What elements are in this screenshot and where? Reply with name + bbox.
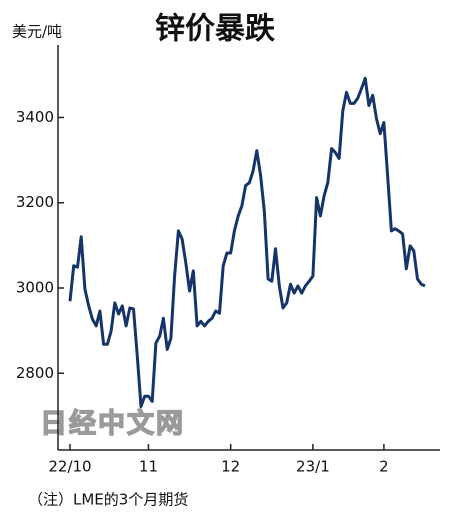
y-tick-label: 3400 (16, 108, 54, 126)
watermark: 日经中文网 (40, 408, 185, 440)
chart-title: 锌价暴跌 (155, 12, 275, 47)
note: （注）LME的3个月期货 (28, 491, 188, 509)
x-tick-label: 2 (379, 458, 389, 476)
x-tick-label: 22/10 (48, 458, 91, 476)
y-tick-label: 2800 (16, 364, 54, 382)
y-tick-label: 3200 (16, 193, 54, 211)
x-tick-label: 12 (221, 458, 240, 476)
x-tick-label: 23/1 (296, 458, 330, 476)
y-axis-label: 美元/吨 (12, 23, 62, 41)
price-line (68, 76, 426, 408)
x-tick-label: 11 (139, 458, 158, 476)
y-tick-label: 3000 (16, 279, 54, 297)
